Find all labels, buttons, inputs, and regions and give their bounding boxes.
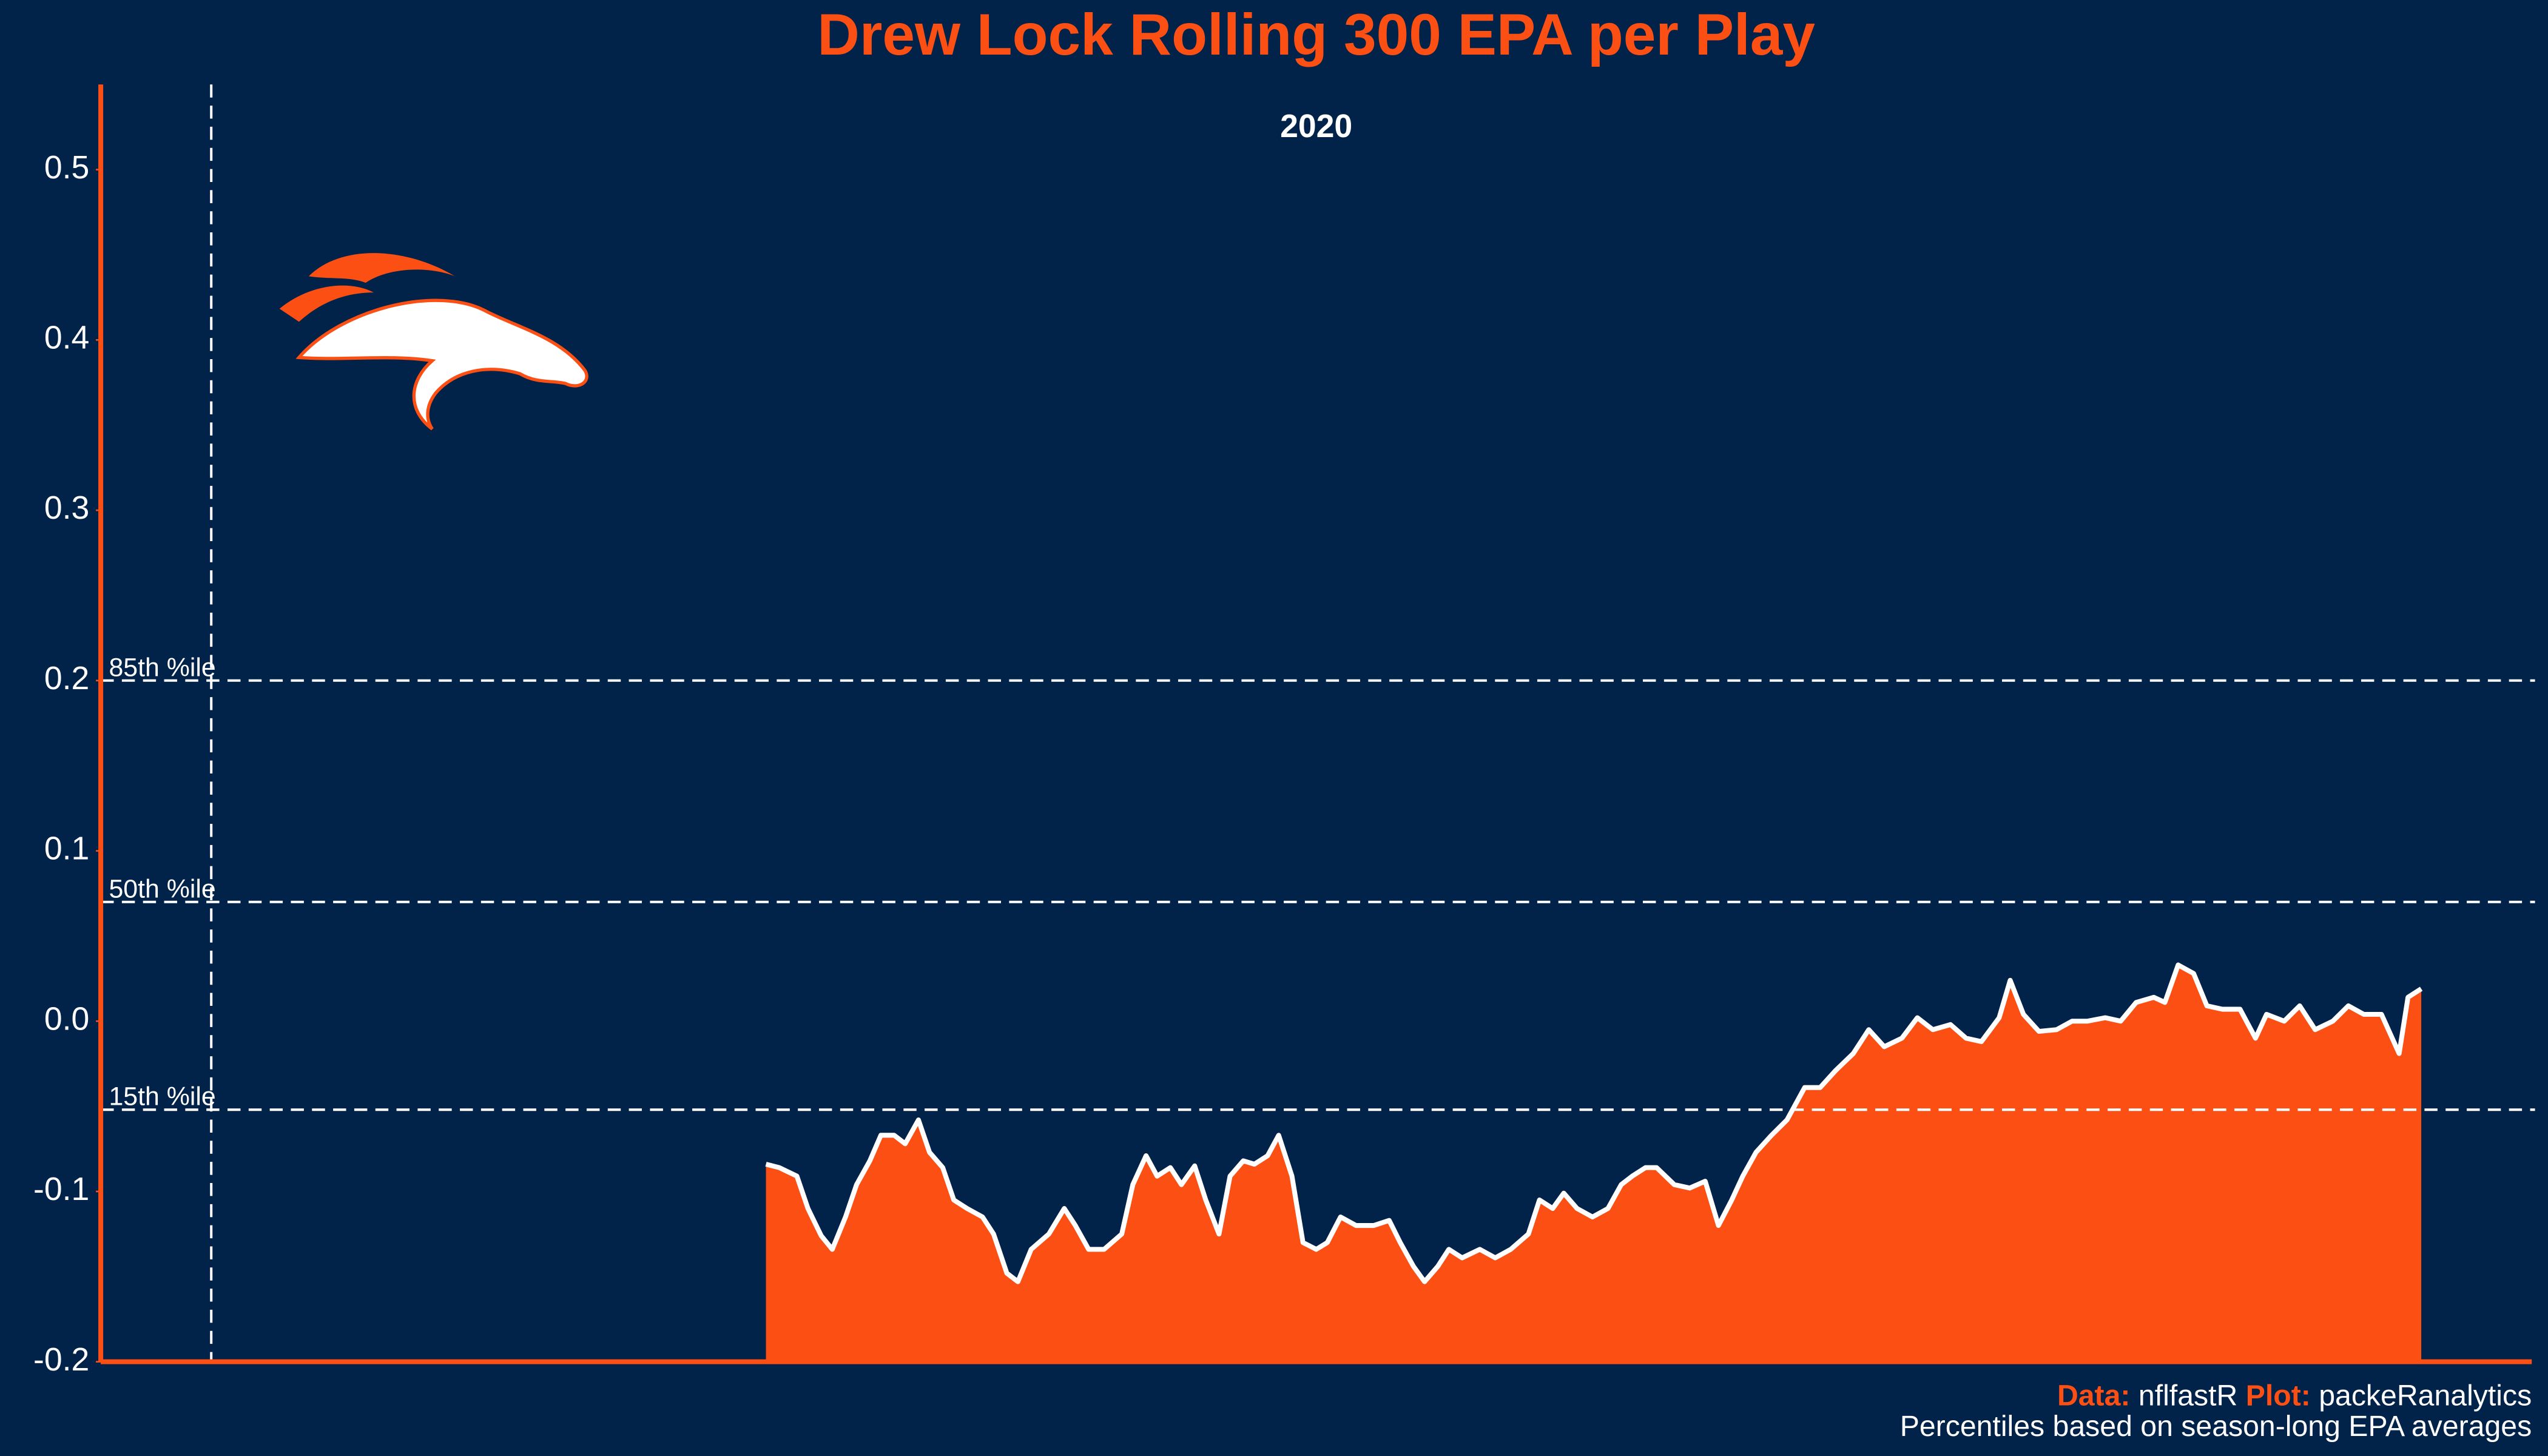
caption: Data: nflfastR Plot: packeRanalytics [2057,1379,2532,1412]
y-tick-label: 0.4 [44,320,89,356]
reference-label: 15th %ile [109,1082,215,1111]
y-tick-label: 0.5 [44,150,89,186]
caption-data-source: nflfastR [2138,1379,2237,1412]
reference-label: 85th %ile [109,653,215,682]
caption-plot-label: Plot: [2246,1379,2311,1412]
chart-subtitle: 2020 [1280,109,1352,144]
caption-data-label: Data: [2057,1379,2131,1412]
caption-plot-source: packeRanalytics [2319,1379,2532,1412]
y-tick-label: 0.0 [44,1001,89,1037]
y-tick-label: 0.2 [44,661,89,696]
area [766,965,2422,1362]
y-tick-label: -0.2 [33,1342,89,1378]
y-tick-label: -0.1 [33,1171,89,1207]
caption-note: Percentiles based on season-long EPA ave… [1900,1410,2532,1443]
line [765,962,2423,1284]
chart-title: Drew Lock Rolling 300 EPA per Play [817,2,1815,67]
team-logo [279,253,588,431]
reference-label: 50th %ile [109,874,215,903]
y-tick-label: 0.1 [44,831,89,867]
y-tick-label: 0.3 [44,490,89,526]
